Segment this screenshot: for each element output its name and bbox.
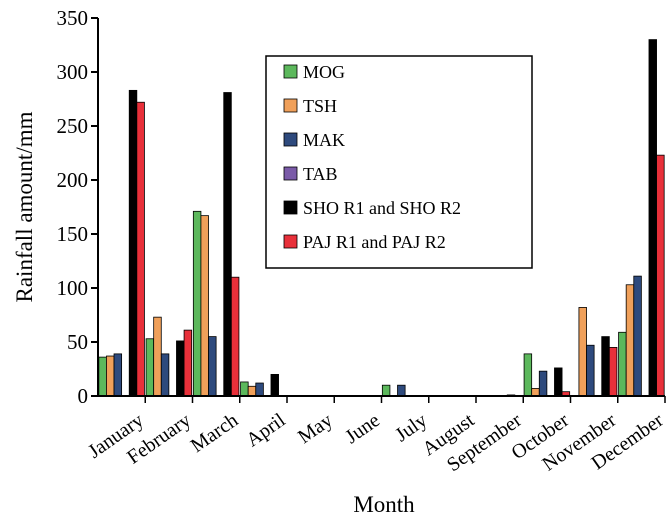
bar: [247, 385, 257, 397]
bar: [648, 39, 657, 397]
legend-label: MOG: [303, 62, 345, 82]
bar: [145, 338, 155, 397]
bar: [223, 92, 232, 397]
y-tick-label: 50: [67, 330, 88, 354]
legend-box: [265, 55, 533, 269]
bar: [656, 154, 665, 397]
legend-swatch: [283, 98, 298, 113]
bar: [183, 329, 193, 397]
bar: [128, 89, 138, 397]
bar: [601, 336, 610, 397]
bar: [618, 331, 627, 397]
bar: [230, 276, 240, 397]
legend-swatch: [283, 234, 298, 249]
bar: [98, 356, 107, 397]
y-tick-label: 150: [57, 222, 89, 246]
x-tick-label: March: [187, 409, 242, 457]
bar: [381, 384, 391, 397]
bar: [554, 367, 563, 397]
legend-swatch: [283, 64, 298, 79]
bar: [160, 353, 170, 397]
bar: [586, 344, 595, 397]
x-tick-label: April: [242, 409, 290, 451]
x-axis-title: Month: [353, 492, 415, 517]
bar: [208, 336, 217, 397]
legend-swatch: [283, 132, 298, 147]
bar: [608, 346, 618, 397]
legend-swatch: [283, 166, 298, 181]
legend: MOG TSH MAK TAB SHO R1 and SHO R2 PAJ R1 and …: [265, 55, 533, 269]
bar: [633, 275, 642, 397]
legend-swatch: [283, 200, 298, 215]
bar: [106, 355, 115, 397]
bar: [200, 215, 209, 397]
bar: [523, 353, 533, 397]
bar: [531, 388, 540, 397]
x-tick-label: June: [341, 409, 384, 448]
bar: [136, 101, 145, 397]
bar: [255, 382, 264, 397]
y-axis-title: Rainfall amount/mm: [12, 111, 37, 302]
y-tick-label: 250: [57, 114, 89, 138]
bar: [240, 381, 249, 397]
bar: [538, 370, 548, 397]
bar: [192, 210, 202, 397]
bars-layer: [98, 39, 665, 397]
bar: [176, 340, 185, 397]
y-tick-label: 350: [57, 6, 89, 30]
bar: [270, 373, 279, 397]
x-tick-label: May: [294, 409, 337, 448]
bar: [625, 284, 635, 397]
legend-label: PAJ R1 and PAJ R2: [303, 232, 446, 252]
legend-label: TSH: [303, 96, 337, 116]
y-tick-label: 200: [57, 168, 89, 192]
y-tick-label: 0: [78, 384, 89, 408]
bar: [397, 384, 406, 397]
y-tick-label: 300: [57, 60, 89, 84]
bar: [578, 307, 587, 397]
y-tick-label: 100: [57, 276, 89, 300]
bar: [113, 353, 123, 397]
legend-label: SHO R1 and SHO R2: [303, 198, 461, 218]
bar: [153, 316, 162, 397]
legend-label: TAB: [303, 164, 338, 184]
y-ticks: 0 50 100 150 200 250 300 350: [57, 6, 98, 408]
legend-label: MAK: [303, 130, 345, 150]
